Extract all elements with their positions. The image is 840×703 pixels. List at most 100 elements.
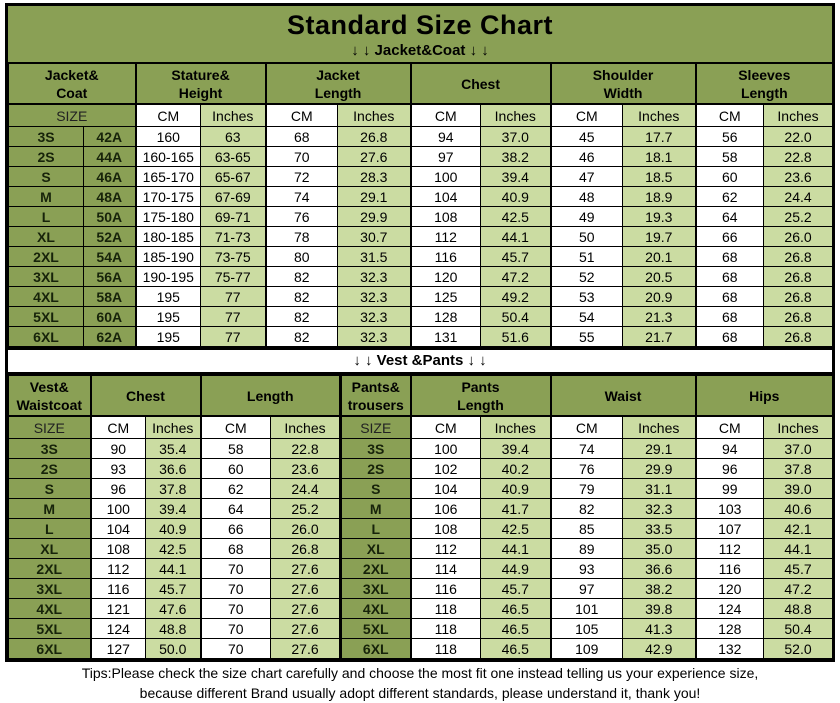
value-cell: 128: [409, 306, 482, 327]
value-cell: 40.2: [480, 458, 551, 479]
jacket-coat-table: Jacket& Coat Stature& Height Jacket Leng…: [7, 62, 834, 347]
value-cell: 185-190: [134, 246, 202, 267]
value-cell: 190-195: [134, 266, 202, 287]
inches-header: Inches: [763, 103, 834, 127]
column-group-jacket-coat: Jacket& Coat: [7, 62, 137, 105]
size-chart: Standard Size Chart ↓ ↓ Jacket&Coat ↓ ↓ …: [5, 3, 835, 662]
value-cell: 82: [549, 498, 623, 519]
value-cell: 53: [549, 286, 624, 307]
value-cell: 46.5: [480, 618, 551, 639]
value-cell: 27.6: [270, 618, 341, 639]
value-cell: 70: [199, 558, 271, 579]
inches-header: Inches: [763, 415, 834, 439]
value-cell: 160-165: [134, 146, 202, 167]
value-cell: 47: [549, 166, 624, 187]
value-cell: 97: [409, 146, 482, 167]
value-cell: 120: [694, 578, 765, 599]
value-cell: 29.1: [621, 438, 697, 459]
cm-header: CM: [89, 415, 146, 439]
inches-header: Inches: [622, 103, 697, 127]
size-cell: 3S: [8, 438, 91, 459]
size-cell: 3S: [8, 126, 84, 147]
size-cell: M: [8, 498, 91, 519]
value-cell: 64: [694, 206, 765, 227]
value-cell: 127: [89, 638, 146, 659]
value-cell: 22.8: [270, 438, 341, 459]
inches-header: Inches: [480, 103, 552, 127]
value-cell: 45.7: [480, 246, 552, 267]
table-row: M 100 39.4 64 25.2 M 106 41.7 82 32.3 103 40.6: [8, 498, 834, 519]
value-cell: 100: [409, 166, 482, 187]
size-cell: M: [8, 186, 84, 207]
value-cell: 23.6: [270, 458, 341, 479]
value-cell: 51: [549, 246, 624, 267]
value-cell: 82: [264, 326, 339, 347]
value-cell: 71-73: [200, 226, 267, 247]
value-cell: 25.2: [763, 206, 834, 227]
table-row: 3S 90 35.4 58 22.8 3S 100 39.4 74 29.1 94 37.0: [8, 438, 834, 459]
value-cell: 67-69: [200, 186, 267, 207]
value-cell: 82: [264, 266, 339, 287]
size-cell: 48A: [82, 186, 137, 207]
value-cell: 75-77: [200, 266, 267, 287]
unit-header-row: SIZE CM Inches CM Inches CM Inches CM In…: [7, 103, 834, 127]
value-cell: 118: [409, 638, 481, 659]
value-cell: 104: [89, 518, 146, 539]
size-cell: 5XL: [339, 618, 411, 639]
value-cell: 170-175: [134, 186, 202, 207]
jacket-coat-banner: ↓ ↓ Jacket&Coat ↓ ↓: [351, 42, 489, 59]
value-cell: 66: [199, 518, 271, 539]
size-header: SIZE: [8, 415, 91, 439]
size-cell: 3XL: [8, 578, 91, 599]
value-cell: 18.1: [622, 146, 697, 167]
unit-header-row: SIZE CM Inches CM Inches SIZE CM Inches …: [8, 415, 834, 439]
value-cell: 18.5: [622, 166, 697, 187]
value-cell: 72: [264, 166, 339, 187]
value-cell: 40.6: [763, 498, 834, 519]
value-cell: 55: [549, 326, 624, 347]
value-cell: 26.8: [270, 538, 341, 559]
column-group-hips: Hips: [694, 375, 834, 417]
column-group-vest-waistcoat: Vest& Waistcoat: [8, 375, 91, 417]
value-cell: 93: [89, 458, 146, 479]
size-cell: 4XL: [8, 286, 84, 307]
value-cell: 26.8: [763, 266, 834, 287]
value-cell: 103: [694, 498, 765, 519]
value-cell: 74: [264, 186, 339, 207]
value-cell: 32.3: [337, 326, 412, 347]
value-cell: 32.3: [337, 306, 412, 327]
value-cell: 46.5: [480, 598, 551, 619]
value-cell: 42.5: [480, 518, 551, 539]
value-cell: 27.6: [337, 146, 412, 167]
size-cell: S: [8, 166, 84, 187]
value-cell: 45.7: [480, 578, 551, 599]
size-cell: 2S: [8, 146, 84, 167]
value-cell: 68: [694, 246, 765, 267]
value-cell: 26.8: [763, 246, 834, 267]
value-cell: 21.7: [622, 326, 697, 347]
inches-header: Inches: [337, 103, 412, 127]
cm-header: CM: [199, 415, 271, 439]
value-cell: 29.9: [337, 206, 412, 227]
table-row: 2S 44A 160-165 63-65 70 27.6 97 38.2 46 18.1 58 22.…: [8, 146, 834, 167]
value-cell: 22.0: [763, 126, 834, 147]
value-cell: 19.7: [622, 226, 697, 247]
size-cell: 5XL: [8, 306, 84, 327]
value-cell: 78: [264, 226, 339, 247]
group-header-row: Vest& Waistcoat Chest Length Pants& trou…: [8, 375, 834, 417]
value-cell: 58: [199, 438, 271, 459]
value-cell: 65-67: [200, 166, 267, 187]
size-cell: L: [8, 518, 91, 539]
value-cell: 44.1: [145, 558, 201, 579]
value-cell: 47.2: [763, 578, 834, 599]
value-cell: 74: [549, 438, 623, 459]
vest-pants-banner: ↓ ↓ Vest &Pants ↓ ↓: [8, 347, 832, 375]
table-row: 3S 42A 160 63 68 26.8 94 37.0 45 17.7 56 22.0: [8, 126, 834, 147]
table-row: 6XL 127 50.0 70 27.6 6XL 118 46.5 109 42.9 132 52.0: [8, 638, 834, 659]
value-cell: 27.6: [270, 578, 341, 599]
value-cell: 131: [409, 326, 482, 347]
value-cell: 46: [549, 146, 624, 167]
value-cell: 76: [549, 458, 623, 479]
table-row: XL 108 42.5 68 26.8 XL 112 44.1 89 35.0 112 44.1: [8, 538, 834, 559]
size-cell: L: [339, 518, 411, 539]
